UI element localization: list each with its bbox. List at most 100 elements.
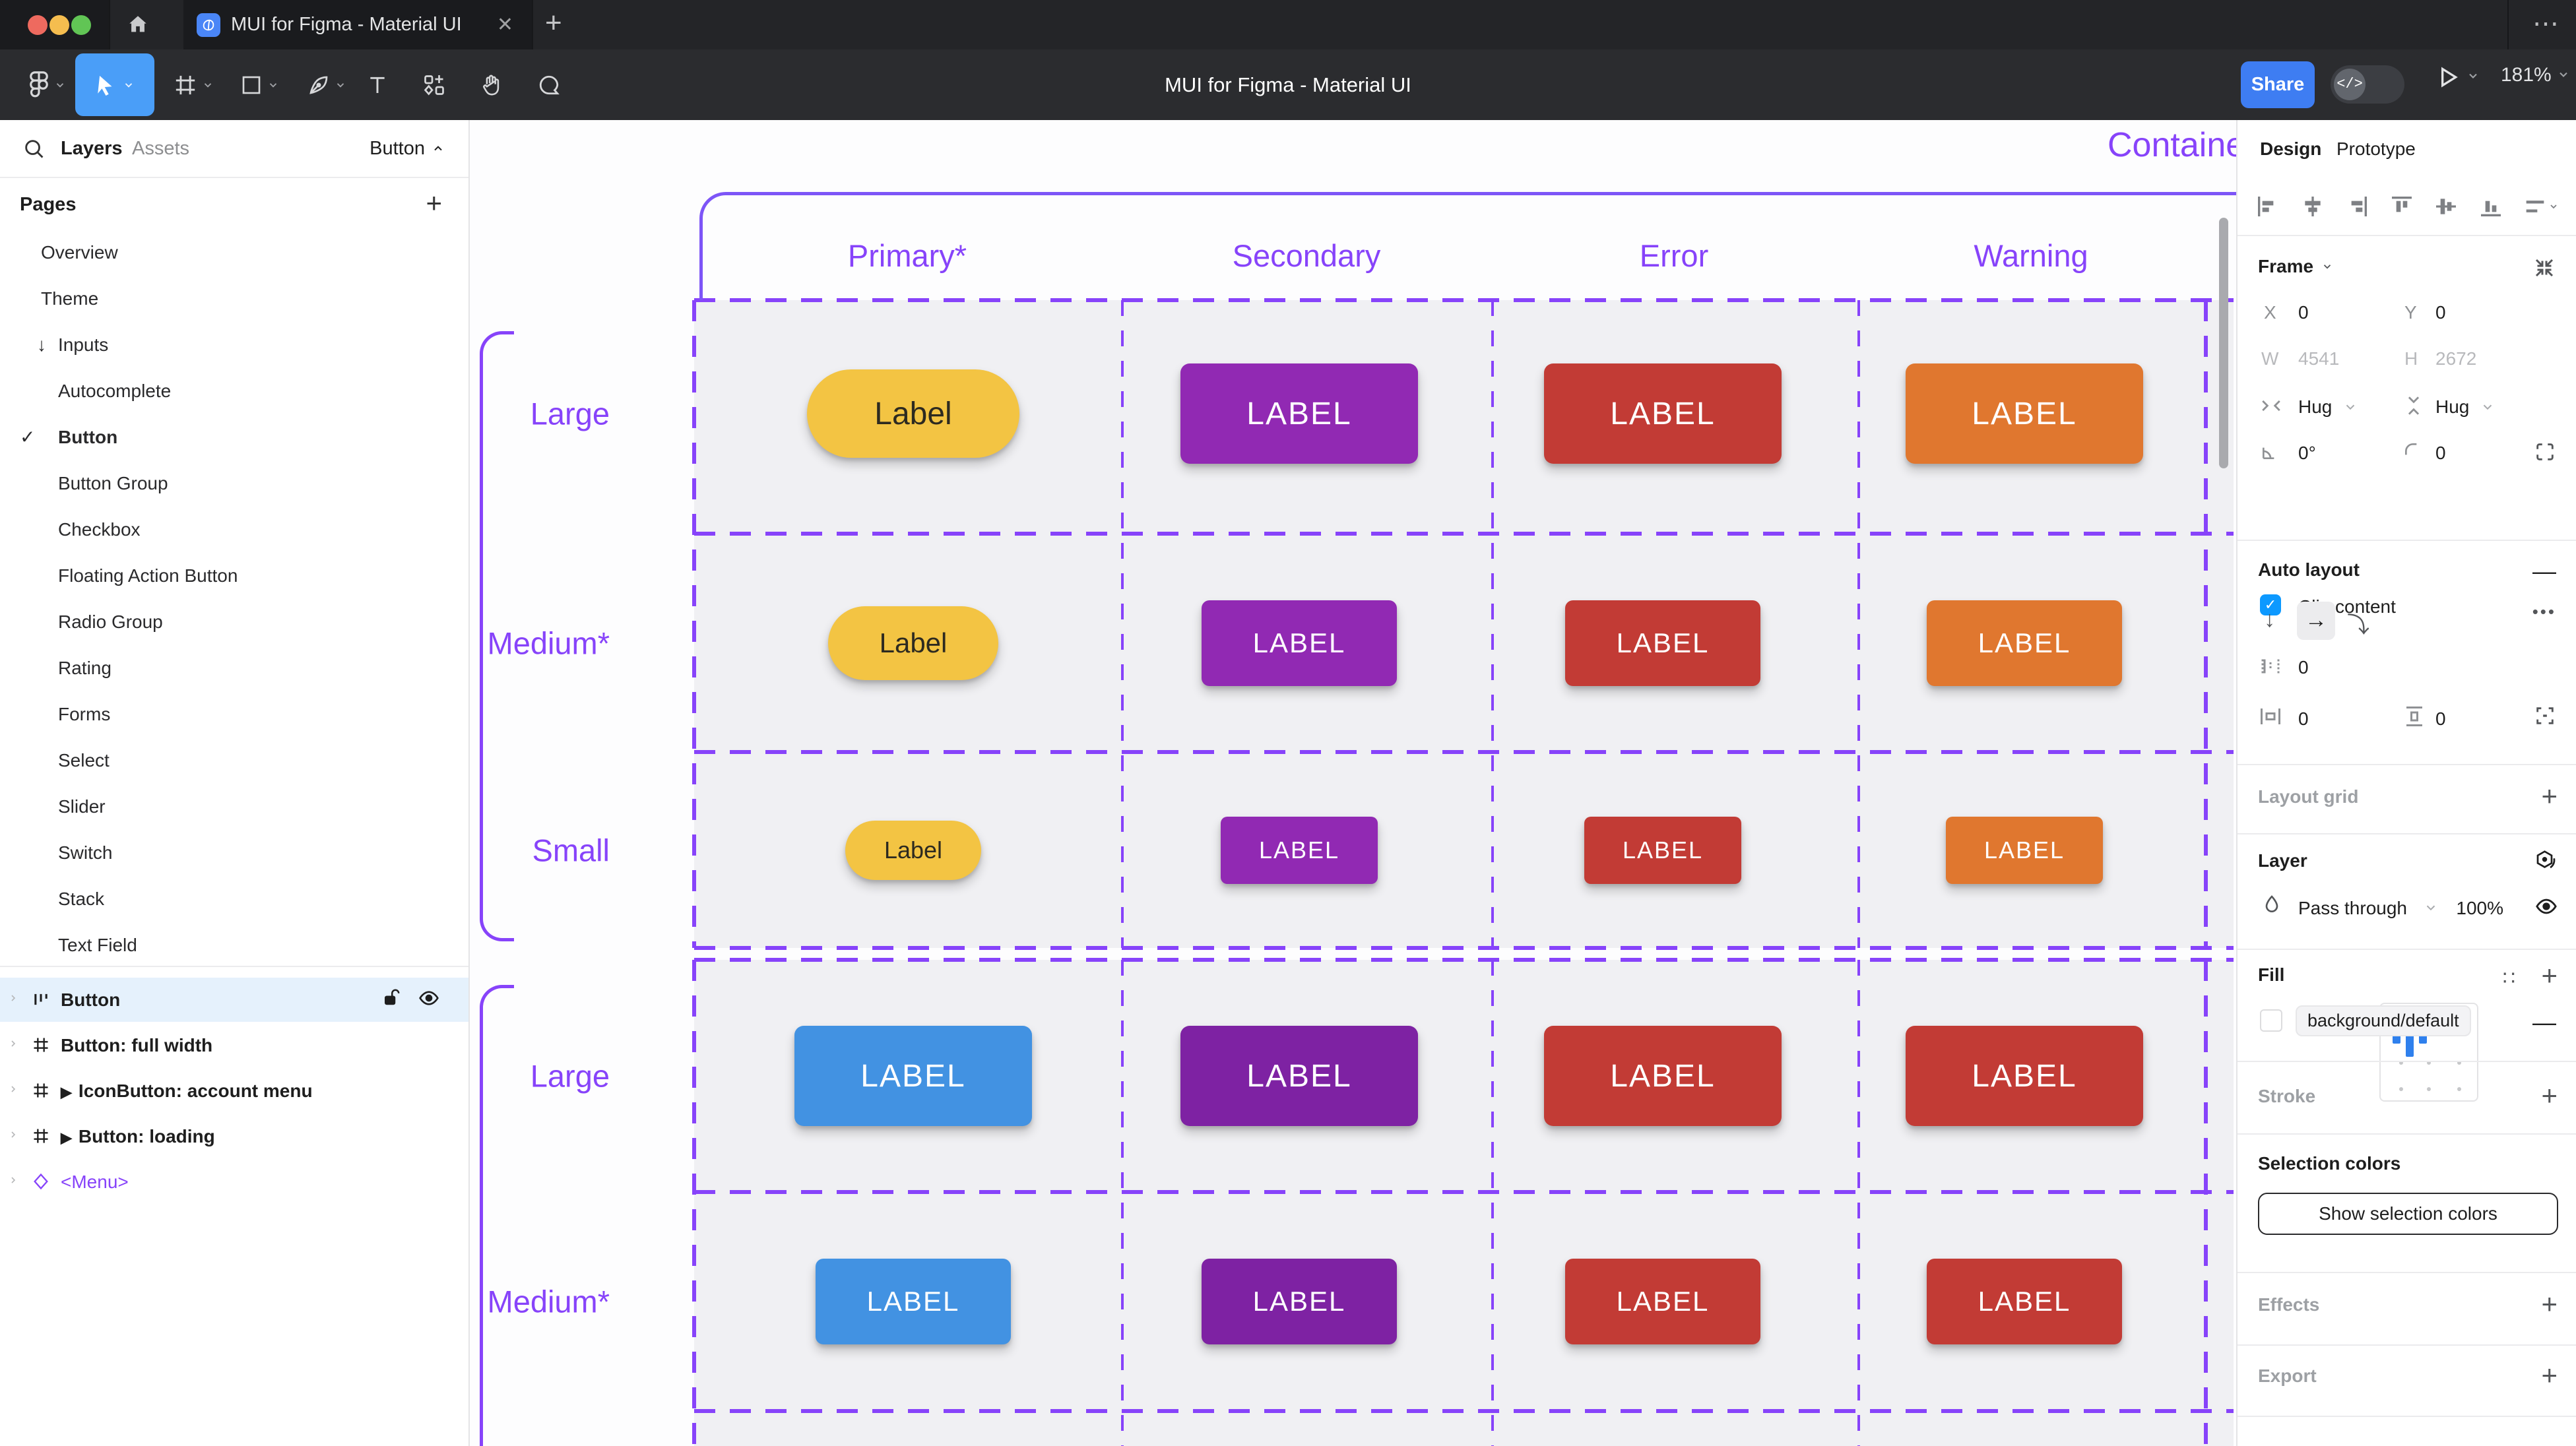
align-left-icon[interactable]	[2255, 193, 2281, 220]
corner-radius-input[interactable]: 0	[2435, 443, 2446, 463]
home-icon[interactable]	[123, 9, 153, 40]
page-item-floating-action-button[interactable]: Floating Action Button	[0, 553, 468, 599]
main-menu-button[interactable]	[15, 53, 80, 116]
canvas-button-large-col4[interactable]: LABEL	[1906, 1026, 2143, 1126]
canvas-button-medium-col4[interactable]: LABEL	[1927, 600, 2122, 686]
canvas-button-small-col4[interactable]: LABEL	[1946, 817, 2103, 884]
hug-height-dropdown[interactable]: Hug	[2435, 396, 2470, 417]
page-item-forms[interactable]: Forms	[0, 691, 468, 738]
page-item-autocomplete[interactable]: Autocomplete	[0, 368, 468, 414]
page-item-switch[interactable]: Switch	[0, 830, 468, 876]
canvas-button-small-col2[interactable]: LABEL	[1221, 817, 1378, 884]
page-item-overview[interactable]: Overview	[0, 230, 468, 276]
y-input[interactable]: 0	[2435, 302, 2446, 323]
align-top-icon[interactable]	[2389, 193, 2415, 220]
disclosure-chevron-icon[interactable]	[8, 1114, 18, 1158]
design-canvas[interactable]: Contained Primary*SecondaryErrorWarning …	[470, 120, 2236, 1446]
direction-down-button[interactable]: ↓	[2264, 607, 2275, 632]
fill-styles-icon[interactable]: ∷	[2502, 968, 2515, 990]
add-fill-button[interactable]: +	[2541, 960, 2558, 991]
page-item-inputs[interactable]: ↓ Inputs	[0, 322, 468, 368]
page-item-button-group[interactable]: Button Group	[0, 460, 468, 507]
canvas-button-medium-col4[interactable]: LABEL	[1927, 1259, 2122, 1344]
x-input[interactable]: 0	[2298, 302, 2309, 323]
canvas-button-small-col3[interactable]: LABEL	[1584, 817, 1741, 884]
auto-layout-more-icon[interactable]: •••	[2532, 602, 2556, 621]
rotation-input[interactable]: 0°	[2298, 443, 2316, 463]
canvas-button-medium-col3[interactable]: LABEL	[1565, 600, 1760, 686]
canvas-button-large-col2[interactable]: LABEL	[1180, 1026, 1418, 1126]
layer-row-3[interactable]: ▶ IconButton: account menu	[0, 1069, 468, 1113]
page-item-slider[interactable]: Slider	[0, 784, 468, 830]
unlock-icon[interactable]	[381, 988, 405, 1011]
overflow-menu-icon[interactable]: ⋯	[2532, 9, 2561, 38]
resources-tool-button[interactable]	[402, 53, 465, 116]
hug-width-dropdown[interactable]: Hug	[2298, 396, 2333, 417]
canvas-button-small-col1[interactable]: Label	[845, 821, 981, 880]
canvas-button-large-col4[interactable]: LABEL	[1906, 363, 2143, 464]
comment-tool-button[interactable]	[517, 53, 580, 116]
eye-icon[interactable]	[418, 988, 442, 1011]
pen-tool-button[interactable]	[290, 53, 364, 116]
canvas-button-medium-col1[interactable]: Label	[828, 606, 998, 680]
disclosure-chevron-icon[interactable]	[8, 978, 18, 1022]
align-v-center-icon[interactable]	[2433, 193, 2459, 220]
disclosure-chevron-icon[interactable]	[8, 1160, 18, 1204]
page-item-text-field[interactable]: Text Field	[0, 922, 468, 968]
page-item-theme[interactable]: Theme	[0, 276, 468, 322]
tab-assets[interactable]: Assets	[132, 138, 190, 159]
independent-corners-icon[interactable]	[2534, 441, 2556, 463]
h-input[interactable]: 2672	[2435, 348, 2477, 369]
gap-input[interactable]: 0	[2298, 657, 2309, 677]
layer-row-4[interactable]: ▶ Button: loading	[0, 1114, 468, 1158]
page-item-button[interactable]: ✓ Button	[0, 414, 468, 460]
search-icon[interactable]	[22, 137, 45, 163]
frame-tool-button[interactable]	[157, 53, 231, 116]
page-item-checkbox[interactable]: Checkbox	[0, 507, 468, 553]
window-close-button[interactable]	[28, 15, 48, 35]
align-bottom-icon[interactable]	[2478, 193, 2504, 220]
fill-token-chip[interactable]: background/default	[2296, 1005, 2471, 1036]
collapse-frame-icon[interactable]	[2532, 256, 2556, 280]
add-page-button[interactable]: +	[426, 187, 442, 218]
add-stroke-button[interactable]: +	[2541, 1080, 2558, 1111]
opacity-input[interactable]: 100%	[2456, 898, 2503, 918]
present-button[interactable]	[2435, 64, 2480, 90]
canvas-button-large-col1[interactable]: Label	[807, 369, 1019, 458]
canvas-button-large-col1[interactable]: LABEL	[794, 1026, 1032, 1126]
zoom-level-dropdown[interactable]: 181%	[2501, 64, 2570, 86]
canvas-button-large-col3[interactable]: LABEL	[1544, 1026, 1782, 1126]
w-input[interactable]: 4541	[2298, 348, 2340, 369]
page-item-select[interactable]: Select	[0, 738, 468, 784]
shape-tool-button[interactable]	[223, 53, 297, 116]
canvas-button-large-col2[interactable]: LABEL	[1180, 363, 1418, 464]
individual-padding-icon[interactable]	[2534, 705, 2556, 727]
direction-right-button[interactable]: →	[2297, 602, 2335, 640]
canvas-button-large-col3[interactable]: LABEL	[1544, 363, 1782, 464]
distribute-menu-icon[interactable]	[2522, 193, 2559, 220]
wrap-button[interactable]: ⤵	[2347, 613, 2369, 638]
canvas-button-medium-col2[interactable]: LABEL	[1202, 1259, 1397, 1344]
layer-row-2[interactable]: Button: full width	[0, 1023, 468, 1067]
add-effect-button[interactable]: +	[2541, 1288, 2558, 1319]
new-tab-button[interactable]: +	[545, 7, 562, 39]
share-button[interactable]: Share	[2241, 61, 2315, 108]
dev-mode-toggle[interactable]: </>	[2331, 65, 2404, 104]
blend-mode-dropdown[interactable]: Pass through	[2298, 898, 2407, 918]
eye-icon[interactable]	[2535, 895, 2558, 918]
move-tool-button[interactable]	[75, 53, 154, 116]
page-selector[interactable]: Button	[370, 120, 445, 177]
layer-row-1[interactable]: Button	[0, 978, 468, 1022]
add-layout-grid-button[interactable]: +	[2541, 780, 2558, 811]
tab-layers[interactable]: Layers	[61, 138, 123, 159]
frame-name-label[interactable]: Contained	[2108, 126, 2236, 164]
layer-row-5[interactable]: <Menu>	[0, 1160, 468, 1204]
clip-content-checkbox[interactable]: ✓	[2260, 594, 2281, 615]
text-tool-button[interactable]	[346, 53, 408, 116]
disclosure-chevron-icon[interactable]	[8, 1023, 18, 1067]
canvas-button-medium-col1[interactable]: LABEL	[816, 1259, 1011, 1344]
frame-section-header[interactable]: Frame	[2258, 256, 2333, 277]
blend-mask-icon[interactable]	[2534, 849, 2558, 873]
disclosure-chevron-icon[interactable]	[8, 1069, 18, 1113]
add-export-button[interactable]: +	[2541, 1360, 2558, 1391]
